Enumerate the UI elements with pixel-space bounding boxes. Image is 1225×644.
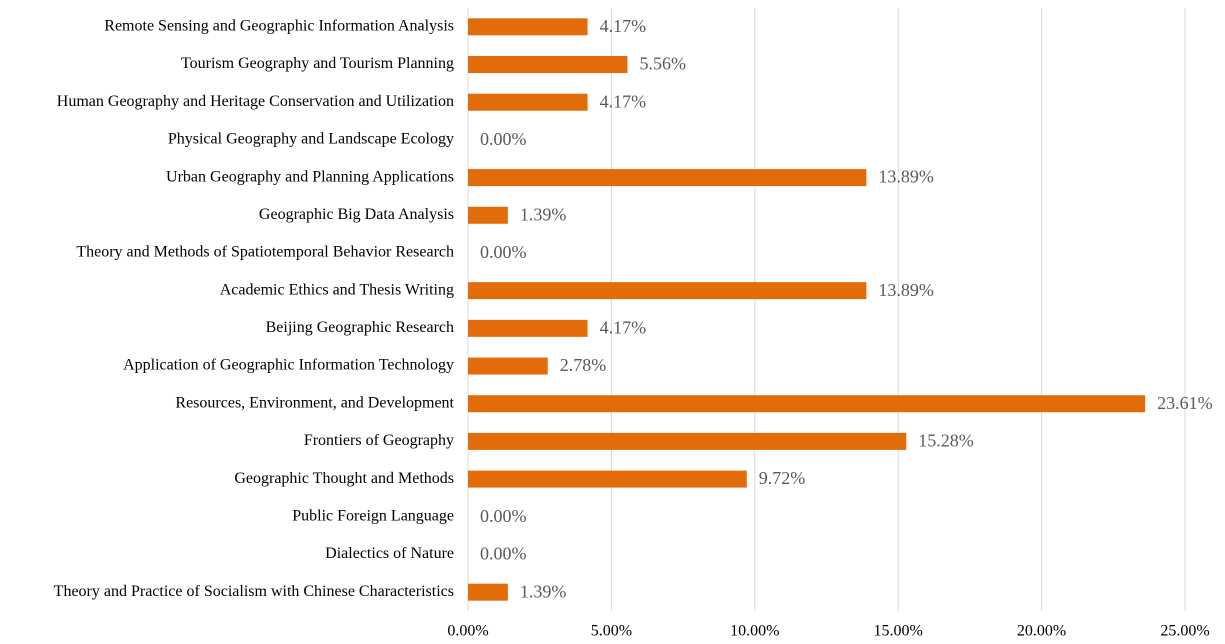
value-label: 0.00%	[480, 544, 527, 564]
value-label: 9.72%	[759, 468, 806, 488]
bar	[468, 470, 747, 488]
bar	[468, 282, 867, 300]
bar	[468, 395, 1146, 413]
y-tick-label: Frontiers of Geography	[304, 432, 454, 449]
x-tick-label: 20.00%	[1017, 623, 1066, 640]
value-label: 23.61%	[1157, 393, 1213, 413]
bar	[468, 432, 907, 450]
value-label: 4.17%	[600, 91, 647, 111]
y-tick-label: Beijing Geographic Research	[266, 319, 454, 336]
value-label: 0.00%	[480, 129, 527, 149]
value-label: 1.39%	[520, 581, 567, 601]
value-label: 13.89%	[878, 167, 934, 187]
y-tick-label: Dialectics of Nature	[325, 545, 454, 562]
bar	[468, 169, 867, 187]
bar	[468, 206, 508, 224]
y-tick-label: Urban Geography and Planning Application…	[166, 168, 454, 185]
value-label: 15.28%	[918, 431, 974, 451]
bar	[468, 93, 588, 111]
bar	[468, 56, 628, 74]
y-tick-label: Resources, Environment, and Development	[175, 394, 454, 411]
y-tick-label: Theory and Practice of Socialism with Ch…	[54, 583, 454, 600]
y-tick-label: Remote Sensing and Geographic Informatio…	[104, 18, 454, 35]
y-tick-label: Academic Ethics and Thesis Writing	[220, 281, 454, 298]
value-label: 4.17%	[600, 317, 647, 337]
x-tick-label: 5.00%	[591, 623, 632, 640]
x-tick-label: 0.00%	[447, 623, 488, 640]
value-label: 5.56%	[639, 54, 686, 74]
y-tick-label: Geographic Big Data Analysis	[259, 206, 454, 223]
y-tick-label: Application of Geographic Information Te…	[123, 357, 454, 374]
bar	[468, 319, 588, 337]
x-tick-label: 15.00%	[874, 623, 923, 640]
y-tick-label: Tourism Geography and Tourism Planning	[181, 55, 454, 72]
y-tick-label: Public Foreign Language	[292, 507, 454, 524]
value-label: 2.78%	[560, 355, 607, 375]
value-label: 0.00%	[480, 506, 527, 526]
y-tick-label: Physical Geography and Landscape Ecology	[168, 131, 454, 148]
bar	[468, 583, 508, 601]
x-tick-label: 25.00%	[1160, 623, 1209, 640]
value-label: 4.17%	[600, 16, 647, 36]
y-tick-label: Theory and Methods of Spatiotemporal Beh…	[76, 244, 454, 261]
bar	[468, 357, 548, 375]
value-label: 0.00%	[480, 242, 527, 262]
value-label: 1.39%	[520, 204, 567, 224]
y-tick-label: Geographic Thought and Methods	[234, 470, 454, 487]
bar	[468, 18, 588, 36]
x-tick-label: 10.00%	[730, 623, 779, 640]
y-tick-label: Human Geography and Heritage Conservatio…	[57, 93, 454, 110]
value-label: 13.89%	[878, 280, 934, 300]
